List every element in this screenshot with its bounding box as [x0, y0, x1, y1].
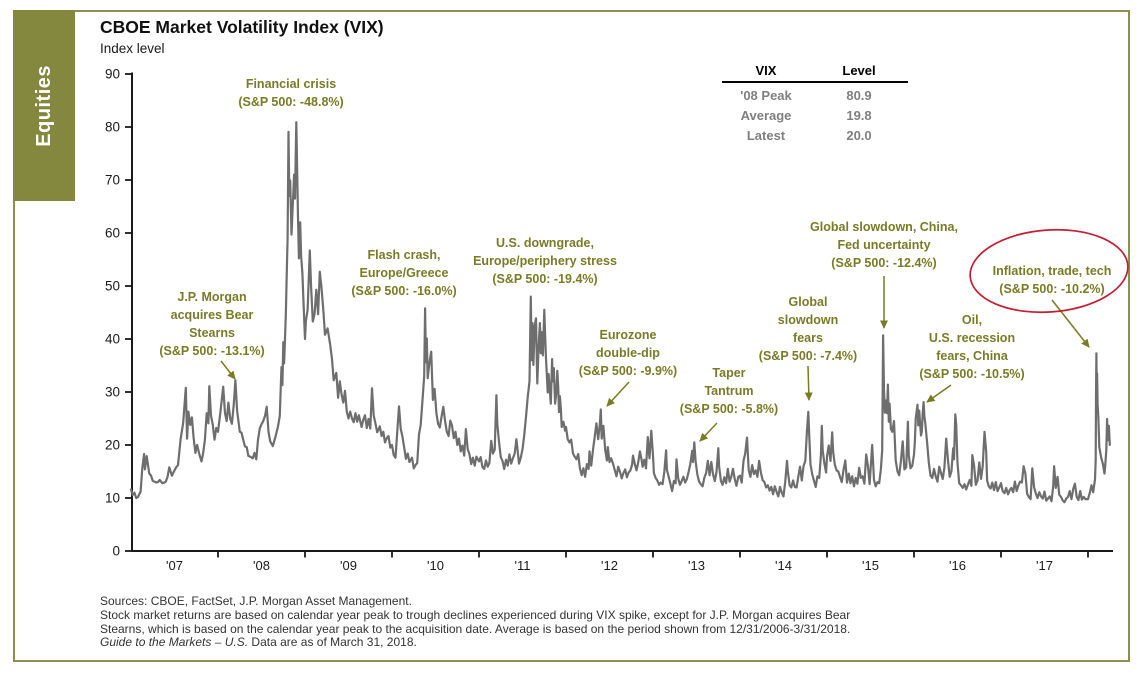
annotation-eurozone-double-dip: Eurozone double-dip (S&P 500: -9.9%)	[578, 328, 678, 378]
stats-header-level: Level	[842, 63, 876, 78]
svg-text:'11: '11	[515, 558, 531, 573]
page-frame-border	[13, 10, 1130, 662]
svg-text:90: 90	[105, 67, 120, 82]
svg-text:'13: '13	[688, 558, 705, 573]
annotation-financial-crisis: Financial crisis (S&P 500: -48.8%)	[238, 77, 344, 109]
stats-table-header: VIX Level	[722, 63, 908, 83]
stats-row-peak: '08 Peak 80.9	[722, 83, 908, 103]
svg-text:20: 20	[105, 438, 120, 453]
annotation-oil-recession-fears: Oil, U.S. recession fears, China (S&P 500: …	[919, 313, 1025, 381]
annotation-bear-stearns: J.P. Morgan acquires Bear Stearns (S&P 500:…	[159, 290, 265, 358]
footnote-sources: Sources: CBOE, FactSet, J.P. Morgan Asse…	[100, 594, 412, 608]
stats-row-latest: Latest 20.0	[722, 123, 908, 143]
stats-label: '08 Peak	[740, 88, 792, 103]
svg-text:50: 50	[105, 279, 120, 294]
svg-text:'08: '08	[253, 558, 270, 573]
footnote: Sources: CBOE, FactSet, J.P. Morgan Asse…	[100, 594, 851, 650]
svg-text:0: 0	[112, 544, 120, 559]
annotation-global-slowdown-fears: Global slowdown fears (S&P 500: -7.4%)	[758, 295, 858, 363]
svg-text:'16: '16	[949, 558, 966, 573]
equities-section-tab[interactable]: Equities	[13, 10, 75, 201]
svg-text:60: 60	[105, 226, 120, 241]
svg-text:'12: '12	[601, 558, 618, 573]
stats-label: Latest	[746, 128, 786, 143]
svg-text:80: 80	[105, 120, 120, 135]
svg-text:'10: '10	[427, 558, 444, 573]
vix-stats-table: VIX Level '08 Peak 80.9 Average 19.8 Lat…	[722, 63, 908, 143]
svg-text:30: 30	[105, 385, 120, 400]
page-title: CBOE Market Volatility Index (VIX)	[100, 17, 384, 37]
chart-units-label: Index level	[100, 41, 165, 56]
annotation-global-slowdown-china: Global slowdown, China, Fed uncertainty (S…	[810, 220, 958, 270]
footnote-asof: Guide to the Markets – U.S. Data are as …	[100, 635, 417, 650]
stats-value: 20.0	[846, 128, 872, 143]
svg-text:'17: '17	[1036, 558, 1053, 573]
footnote-methodology-2: Stearns, which is based on the calendar …	[100, 621, 851, 636]
stats-value: 19.8	[846, 108, 872, 123]
stats-label: Average	[740, 108, 792, 123]
svg-text:'15: '15	[862, 558, 879, 573]
svg-text:70: 70	[105, 173, 120, 188]
svg-text:'09: '09	[340, 558, 357, 573]
svg-text:10: 10	[105, 491, 120, 506]
stats-header-vix: VIX	[755, 63, 777, 78]
svg-text:'14: '14	[775, 558, 792, 573]
stats-value: 80.9	[846, 88, 872, 103]
footnote-methodology-1: Stock market returns are based on calend…	[100, 607, 851, 622]
annotation-flash-crash: Flash crash, Europe/Greece (S&P 500: -16.0…	[351, 248, 457, 298]
svg-text:40: 40	[105, 332, 120, 347]
stats-row-average: Average 19.8	[722, 103, 908, 123]
annotation-us-downgrade: U.S. downgrade, Europe/periphery stress (S…	[473, 236, 617, 286]
annotation-inflation-trade-tech: Inflation, trade, tech (S&P 500: -10.2%)	[992, 264, 1112, 296]
annotation-taper-tantrum: Taper Tantrum (S&P 500: -5.8%)	[679, 366, 779, 416]
svg-text:'07: '07	[166, 558, 183, 573]
